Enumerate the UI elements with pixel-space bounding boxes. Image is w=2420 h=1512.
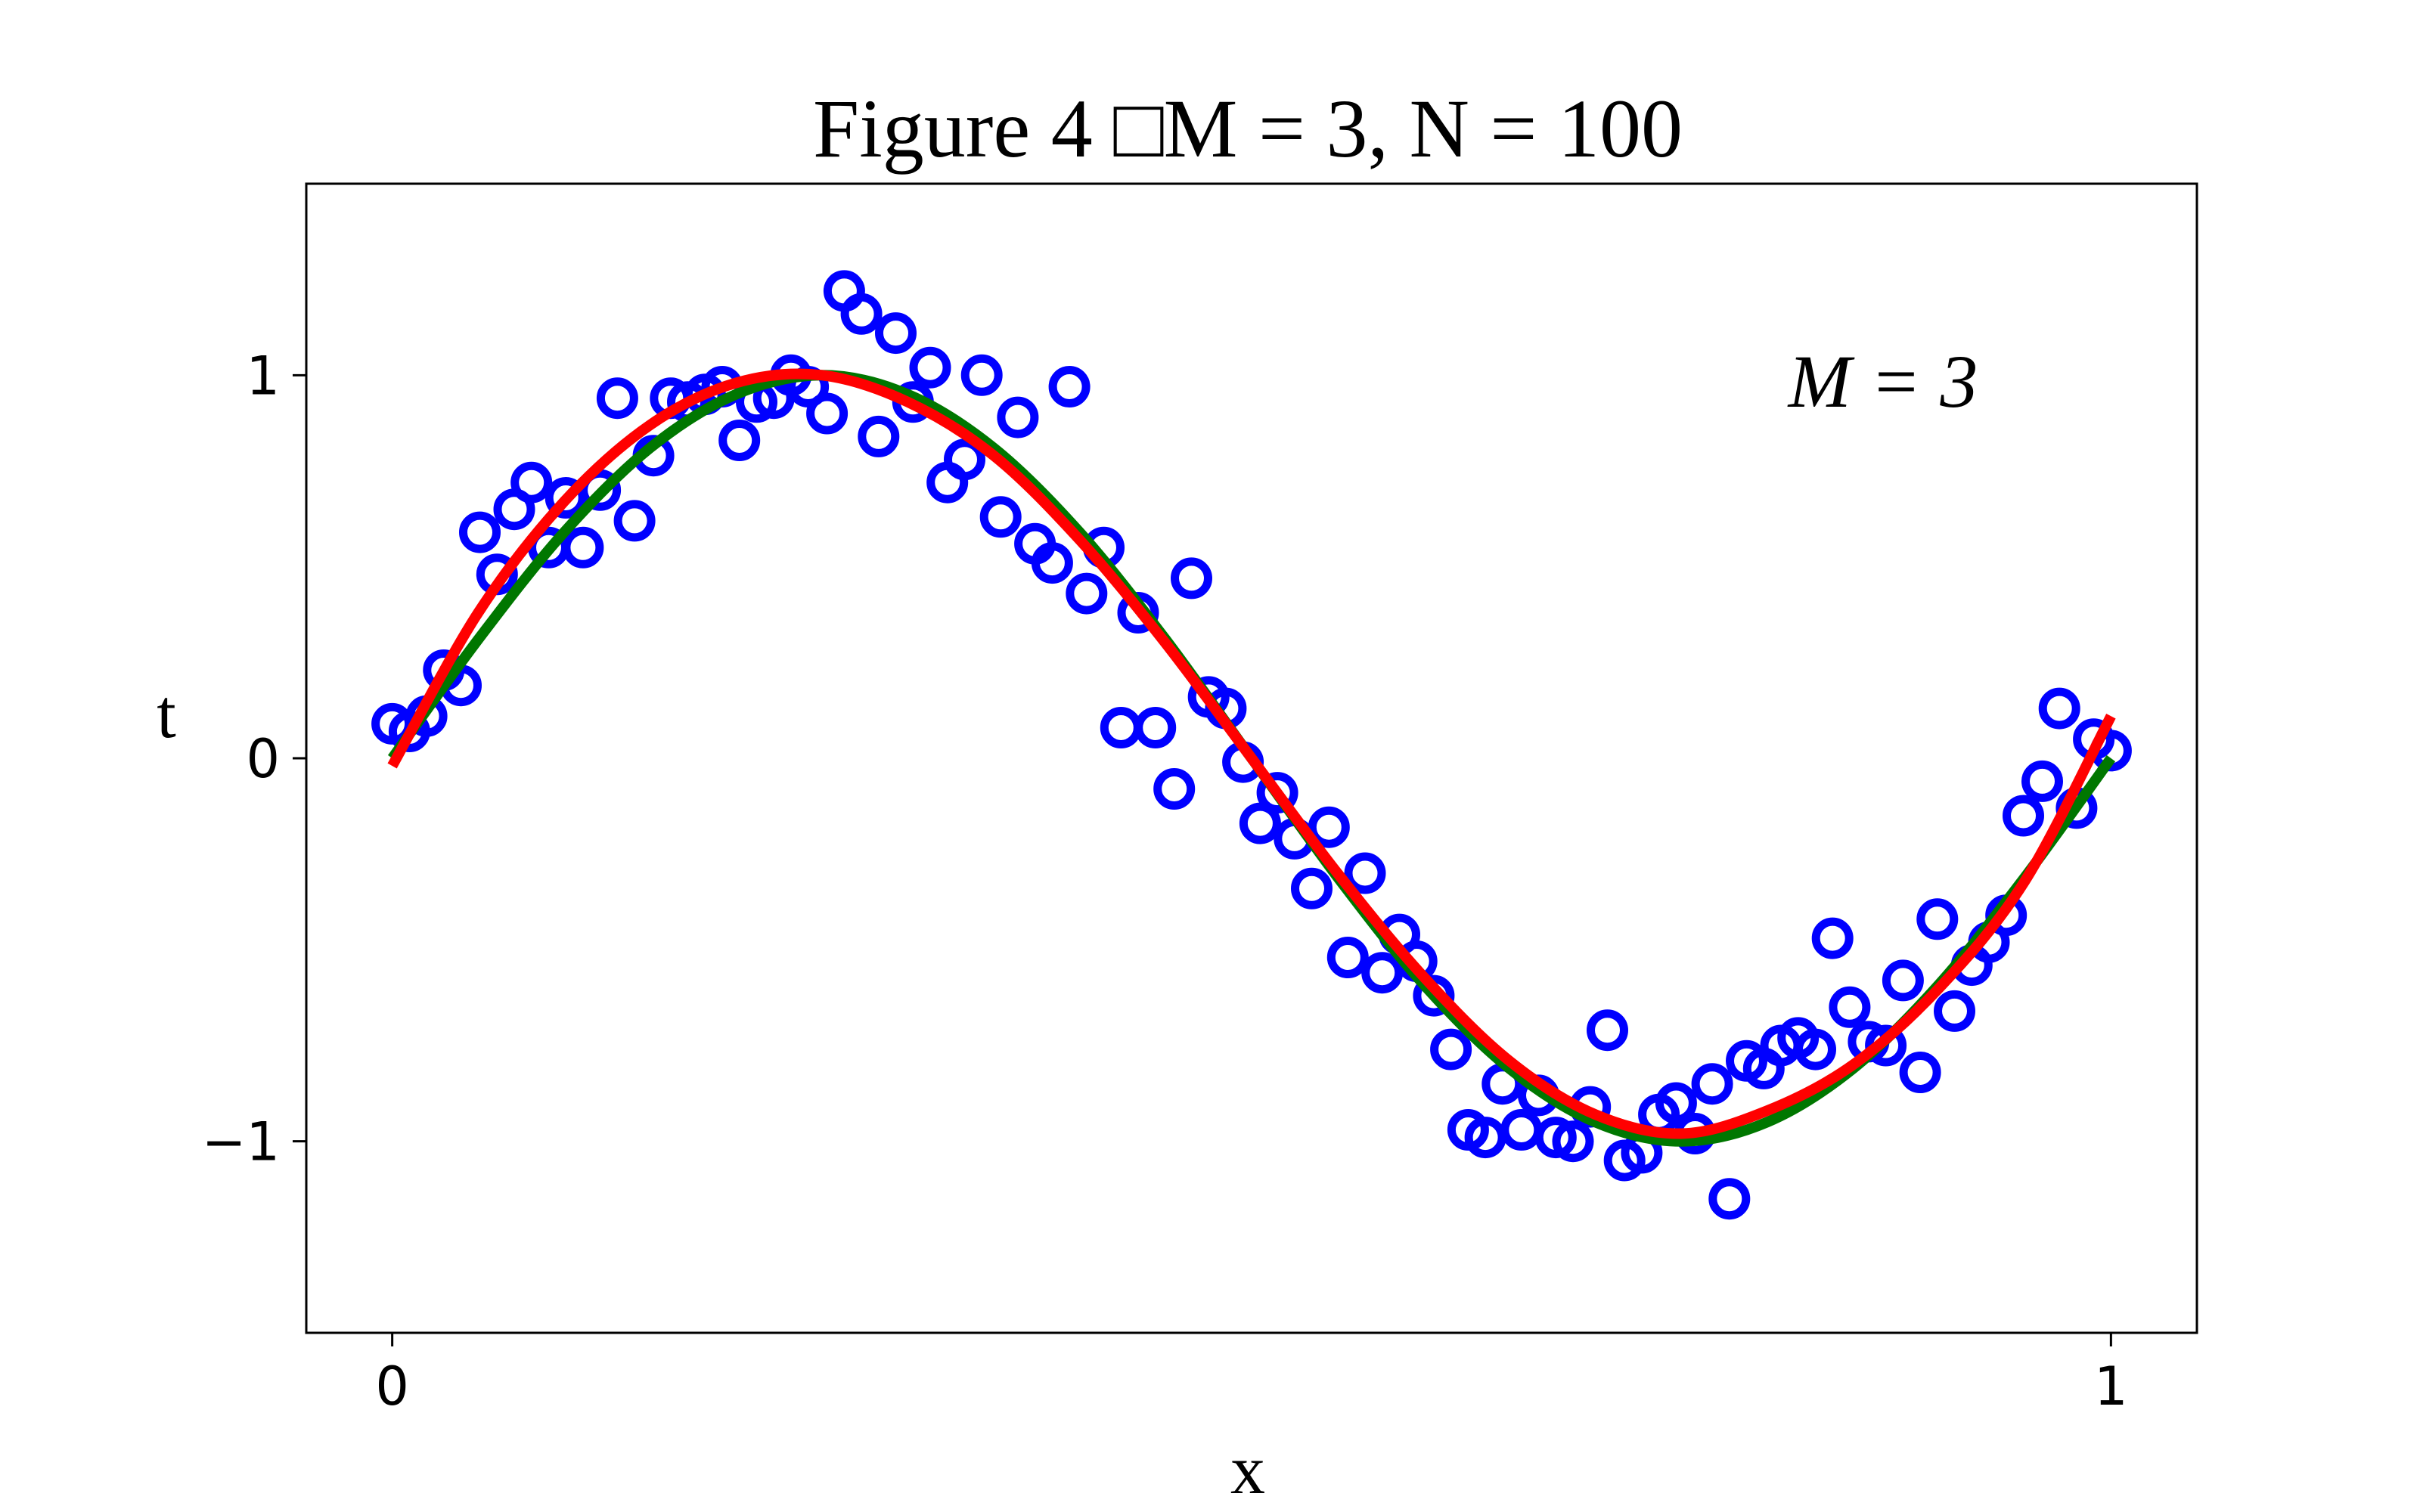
- x-tick-label: 1: [2094, 1356, 2128, 1418]
- data-point: [1899, 1052, 1941, 1093]
- data-point: [1291, 867, 1333, 909]
- data-point: [1882, 959, 1924, 1002]
- data-point: [875, 312, 917, 355]
- y-tick-label: 0: [246, 728, 280, 790]
- data-point: [510, 461, 553, 503]
- data-point: [1361, 952, 1404, 994]
- data-point: [2021, 760, 2063, 802]
- data-point: [944, 438, 985, 481]
- data-point: [997, 396, 1039, 438]
- data-point: [1865, 1024, 1907, 1067]
- data-point: [1066, 572, 1108, 615]
- data-point: [1829, 986, 1871, 1028]
- data-point: [909, 346, 951, 389]
- data-point: [960, 354, 1003, 396]
- model-order-annotation: M = 3: [1787, 339, 1978, 423]
- data-point: [1031, 542, 1073, 584]
- data-point: [1171, 557, 1212, 600]
- data-point: [1344, 852, 1386, 894]
- data-point: [1534, 1117, 1577, 1159]
- data-point: [1691, 1063, 1733, 1105]
- fitted-curve: [387, 368, 2116, 1139]
- data-point: [979, 496, 1022, 538]
- data-point: [840, 293, 883, 335]
- chart-title: Figure 4 □M = 3, N = 100: [813, 82, 1683, 175]
- data-point: [1153, 768, 1196, 810]
- data-point: [1464, 1117, 1506, 1159]
- data-marks: [371, 270, 2132, 1220]
- data-point: [718, 420, 761, 461]
- data-point: [1430, 1028, 1472, 1070]
- data-point: [1587, 1009, 1628, 1052]
- data-point: [459, 511, 501, 553]
- data-point: [1811, 917, 1854, 959]
- data-point: [1795, 1028, 1836, 1070]
- data-point: [858, 415, 900, 457]
- data-point: [1048, 366, 1091, 407]
- data-point: [579, 469, 622, 511]
- data-point: [1934, 990, 1975, 1032]
- data-point: [1552, 1120, 1594, 1163]
- plot-frame: [305, 182, 2198, 1334]
- data-point: [596, 377, 638, 420]
- y-tick-label: 1: [246, 345, 280, 407]
- data-point: [2003, 795, 2044, 837]
- data-point: [1134, 707, 1177, 748]
- data-point: [1308, 806, 1350, 848]
- data-point: [1708, 1178, 1751, 1220]
- data-point: [1326, 937, 1369, 978]
- x-tick-label: 0: [375, 1356, 409, 1418]
- data-point: [562, 526, 604, 569]
- data-point: [613, 500, 656, 542]
- x-axis-label: x: [1230, 1431, 1265, 1508]
- data-point: [1256, 772, 1298, 814]
- y-axis-label: t: [157, 675, 176, 752]
- y-tick-label: −1: [202, 1111, 280, 1173]
- data-point: [2038, 687, 2080, 730]
- axis-ticks: 0 1 −1 0 1: [202, 345, 2128, 1418]
- data-point: [1413, 974, 1455, 1017]
- data-point: [1916, 898, 1959, 940]
- data-point: [1239, 802, 1281, 844]
- data-point: [806, 392, 849, 435]
- data-point: [1655, 1082, 1697, 1124]
